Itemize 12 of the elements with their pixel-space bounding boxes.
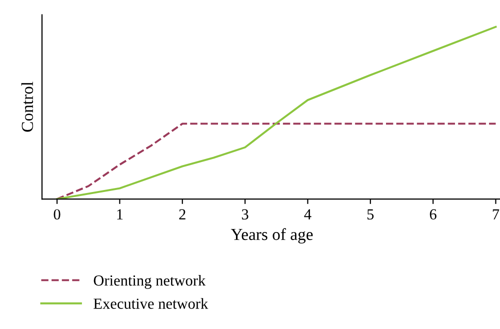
x-tick-label: 7 [492,209,500,220]
x-tick-label: 1 [117,209,123,220]
x-tick-label: 0 [54,209,60,220]
x-tick-label: 3 [242,209,248,220]
y-axis-title: Control [21,82,34,132]
legend-label: Executive network [94,298,208,309]
x-tick-label: 2 [179,209,186,220]
x-tick-label: 5 [367,209,374,220]
legend-label: Orienting network [94,274,206,289]
x-axis-title: Years of age [230,228,313,244]
x-tick-label: 4 [304,209,312,220]
x-tick-label: 6 [430,209,436,220]
